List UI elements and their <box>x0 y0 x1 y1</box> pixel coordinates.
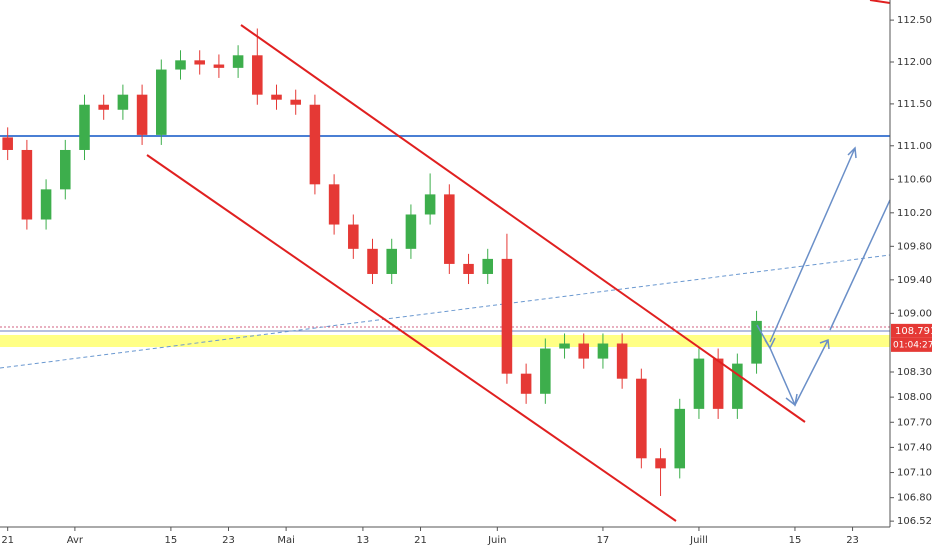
candle-body <box>213 64 225 68</box>
candle-body <box>655 458 666 469</box>
y-tick-label: 107.700 <box>897 417 932 428</box>
candle-body <box>540 348 551 394</box>
candle-body <box>367 248 378 274</box>
y-tick-label: 110.600 <box>897 174 932 185</box>
x-tick-label: 15 <box>165 535 178 546</box>
candles <box>2 28 762 496</box>
y-tick-label: 109.800 <box>897 241 932 252</box>
candle-body <box>712 358 724 409</box>
candle-body <box>424 194 436 215</box>
candle-body <box>252 55 263 95</box>
countdown-box <box>891 337 932 352</box>
y-tick-label: 111.000 <box>897 141 932 152</box>
x-tick-label: 23 <box>846 535 859 546</box>
arrow-head <box>764 337 776 350</box>
candle-body <box>309 104 321 185</box>
y-tick-label: 107.400 <box>897 442 932 453</box>
channel-upper <box>240 24 806 423</box>
candle-body <box>348 224 359 249</box>
countdown-label: 01:04:27 <box>893 340 932 350</box>
channel-mark <box>869 0 891 4</box>
candle-body <box>674 408 686 469</box>
candle-body <box>328 184 340 225</box>
candle-body <box>597 343 609 359</box>
y-tick-label: 111.500 <box>897 99 932 110</box>
x-tick-label: 17 <box>597 535 610 546</box>
projection-arrow <box>829 199 891 331</box>
candle-body <box>156 69 167 135</box>
x-tick-label: Avr <box>67 535 84 546</box>
candle-body <box>559 343 570 349</box>
candle-body <box>79 104 90 150</box>
last-price-box <box>891 323 932 338</box>
x-tick-label: 13 <box>357 535 370 546</box>
candle-body <box>636 378 647 459</box>
candle-body <box>751 320 762 364</box>
candle-body <box>271 94 282 100</box>
trend-line <box>0 254 891 369</box>
y-tick-label: 107.100 <box>897 468 932 479</box>
arrow-head <box>847 146 857 159</box>
y-tick-label: 112.000 <box>897 57 932 68</box>
candle-body <box>290 99 301 105</box>
y-tick-label: 106.800 <box>897 493 932 504</box>
projection-arrow <box>769 147 856 343</box>
candle-body <box>520 373 532 394</box>
candle-body <box>60 149 71 190</box>
candle-body <box>405 214 417 249</box>
candle-body <box>482 258 494 274</box>
arrow-head <box>785 393 798 407</box>
y-tick-label: 109.400 <box>897 275 932 286</box>
candle-body <box>194 60 205 65</box>
y-tick-label: 106.520 <box>897 516 932 527</box>
y-tick-label: 108.300 <box>897 367 932 378</box>
candle-body <box>693 358 705 409</box>
y-tick-label: 112.500 <box>897 15 932 26</box>
candle-body <box>117 94 129 110</box>
candle-body <box>175 60 186 70</box>
candle-body <box>616 343 628 379</box>
arrow-head <box>819 338 830 350</box>
x-tick-label: Mai <box>277 535 295 546</box>
x-tick-label: Juill <box>689 535 708 546</box>
support-zone <box>0 335 890 347</box>
x-tick-label: Juin <box>487 535 506 546</box>
candle-body <box>98 104 109 110</box>
candle-body <box>501 258 513 374</box>
candle-body <box>232 55 244 68</box>
projection-arrow <box>756 324 829 407</box>
y-tick-label: 109.000 <box>897 308 932 319</box>
y-tick-label: 110.200 <box>897 208 932 219</box>
x-tick-label: 15 <box>789 535 802 546</box>
candle-body <box>578 343 590 359</box>
candle-body <box>444 194 455 264</box>
axes: 112.500 112.000 111.500 111.000 110.600 110.2… <box>1 15 932 546</box>
x-tick-label: 21 <box>1 535 14 546</box>
candle-body <box>732 363 743 409</box>
candle-body <box>2 137 13 150</box>
candle-body <box>386 248 397 274</box>
y-tick-label: 108.000 <box>897 392 932 403</box>
x-tick-label: 21 <box>414 535 427 546</box>
x-tick-label: 23 <box>222 535 235 546</box>
candle-body <box>136 94 148 135</box>
candle-body <box>21 149 33 220</box>
candle-body <box>463 263 474 274</box>
candle-body <box>40 189 52 220</box>
last-price-label: 108.791 <box>895 326 932 337</box>
channel-lower <box>146 154 677 522</box>
